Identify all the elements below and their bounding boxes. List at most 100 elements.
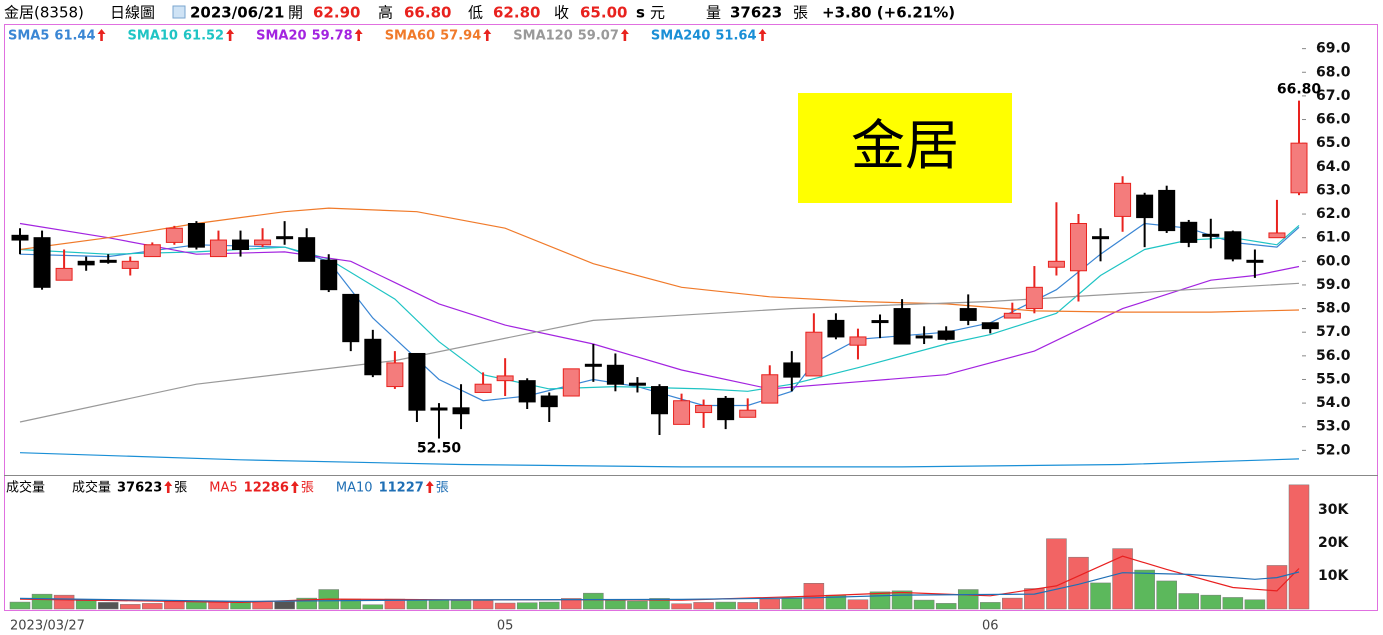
- volume-bar: [1266, 565, 1288, 610]
- candle-body: [364, 338, 382, 376]
- quote-value: 65.00: [580, 4, 627, 22]
- volume-bar: [1002, 597, 1023, 610]
- volume-bar: [230, 601, 251, 610]
- header: 金居(8358) 日線圖 2023/06/21 開 62.90 高 66.80 …: [4, 4, 955, 22]
- watermark-box: [798, 93, 1012, 203]
- candle-body: [121, 260, 139, 269]
- candle-body: [232, 239, 250, 250]
- x-tick-label: 05: [497, 619, 514, 634]
- candle-body: [783, 362, 801, 378]
- legend-name: SMA120: [513, 29, 573, 44]
- volume-bar: [1222, 597, 1244, 610]
- candle-body: [276, 236, 294, 240]
- volume-bar: [1068, 556, 1089, 610]
- volume-bar: [869, 591, 891, 610]
- legend-unit: 張: [174, 481, 187, 496]
- candle-body: [673, 400, 691, 425]
- y-tick-label: 52.0: [1316, 442, 1351, 458]
- y-tick-label: 20K: [1318, 535, 1349, 551]
- volume-bar: [164, 601, 185, 610]
- candle-body: [893, 308, 911, 345]
- candle-body: [562, 368, 580, 397]
- candle-body: [386, 362, 404, 388]
- legend-value: 61.44: [54, 29, 95, 44]
- candle-body: [1224, 231, 1242, 260]
- quote-label: 高: [378, 4, 393, 22]
- candle-body: [761, 374, 779, 404]
- up-arrow-icon: [164, 481, 173, 493]
- legend-name: 成交量: [72, 480, 111, 496]
- quote-value: 66.80: [404, 4, 451, 22]
- volume-bar: [296, 597, 317, 610]
- volume-bar: [120, 604, 141, 610]
- volume-bar: [605, 600, 626, 610]
- candle-body: [1290, 142, 1308, 194]
- quote-label: 開: [288, 4, 303, 22]
- volume-bar: [737, 602, 758, 610]
- volume-bar: [1200, 594, 1222, 610]
- candle-body: [187, 223, 205, 248]
- candle-body: [518, 380, 536, 403]
- currency: 元: [650, 4, 665, 22]
- volume-bar: [1024, 588, 1045, 610]
- volume-unit: 張: [793, 4, 808, 22]
- candle-body: [99, 259, 117, 263]
- volume-bar: [428, 599, 450, 610]
- legend-unit: 張: [436, 481, 449, 496]
- candle-body: [496, 375, 514, 382]
- y-tick-label: 61.0: [1316, 230, 1351, 246]
- candle-body: [55, 267, 73, 281]
- volume-bar: [1112, 548, 1133, 610]
- legend-name: SMA240: [651, 29, 711, 44]
- candle-body: [606, 364, 624, 385]
- legend-name: MA10: [336, 481, 373, 496]
- candle-body: [1025, 286, 1043, 310]
- legend-value: 11227: [379, 481, 424, 496]
- y-tick-label: 58.0: [1316, 301, 1351, 317]
- volume-bar: [1046, 538, 1067, 610]
- volume-bar: [1178, 593, 1199, 610]
- legend-name: SMA20: [256, 29, 306, 44]
- candle-body: [695, 404, 713, 414]
- volume-bar: [472, 600, 494, 610]
- volume-bar: [561, 598, 582, 610]
- y-tick-label: 68.0: [1316, 64, 1351, 80]
- volume-bar: [715, 601, 736, 610]
- candle-body: [298, 237, 316, 262]
- line-series: [19, 222, 1300, 390]
- annotation: 52.50: [417, 441, 462, 457]
- candle-body: [1246, 259, 1264, 263]
- volume-bar: [97, 602, 119, 610]
- volume-bar: [9, 601, 31, 610]
- candle-body: [1268, 232, 1286, 239]
- flag: s: [636, 4, 645, 22]
- legend-value: 59.07: [578, 29, 619, 44]
- volume-bar: [847, 599, 869, 610]
- checkbox[interactable]: [172, 5, 186, 19]
- candle-body: [430, 407, 448, 411]
- volume-bar: [627, 600, 648, 610]
- candle-body: [540, 395, 558, 408]
- legend-name: SMA5: [8, 29, 49, 44]
- candle-body: [1180, 221, 1198, 243]
- candle-body: [320, 259, 338, 291]
- candle-body: [628, 382, 646, 386]
- volume: 37623: [730, 4, 782, 22]
- x-tick-label: 06: [982, 619, 999, 634]
- volume-bar: [583, 592, 604, 610]
- up-arrow-icon: [758, 29, 767, 41]
- quote-label: 低: [468, 4, 483, 22]
- y-tick-label: 56.0: [1316, 348, 1351, 364]
- volume-bar: [980, 602, 1001, 610]
- candle-body: [651, 386, 668, 415]
- up-arrow-icon: [97, 29, 106, 41]
- volume-bar: [53, 594, 75, 610]
- legend-value: 61.52: [183, 29, 224, 44]
- candle-body: [981, 322, 999, 330]
- volume-bar: [1244, 599, 1266, 610]
- volume-bar: [1288, 484, 1310, 610]
- candle-body: [452, 407, 470, 415]
- candle-body: [1136, 194, 1154, 219]
- up-arrow-icon: [425, 481, 434, 493]
- candle-body: [1114, 182, 1132, 217]
